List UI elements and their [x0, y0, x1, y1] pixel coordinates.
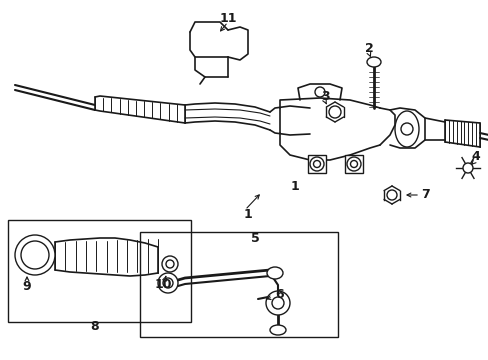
Circle shape — [314, 87, 325, 97]
Ellipse shape — [366, 57, 380, 67]
Ellipse shape — [269, 325, 285, 335]
Circle shape — [15, 235, 55, 275]
Bar — [345, 155, 362, 173]
Circle shape — [350, 161, 357, 167]
Bar — [307, 155, 325, 173]
Circle shape — [162, 256, 178, 272]
Ellipse shape — [266, 267, 283, 279]
Text: 8: 8 — [90, 320, 99, 333]
Text: 11: 11 — [219, 12, 236, 24]
Circle shape — [386, 190, 396, 200]
Ellipse shape — [394, 111, 418, 147]
Text: 7: 7 — [420, 189, 428, 202]
Circle shape — [165, 260, 174, 268]
Circle shape — [328, 106, 340, 118]
Circle shape — [313, 161, 320, 167]
Text: 2: 2 — [364, 41, 373, 54]
Circle shape — [163, 278, 173, 288]
Bar — [8, 220, 191, 322]
Circle shape — [462, 163, 472, 173]
Text: 9: 9 — [22, 280, 31, 293]
Text: 5: 5 — [250, 231, 259, 244]
Circle shape — [400, 123, 412, 135]
Bar — [140, 232, 337, 337]
Text: 3: 3 — [320, 90, 328, 103]
Circle shape — [346, 157, 360, 171]
Text: 10: 10 — [154, 278, 171, 291]
Text: 1: 1 — [243, 208, 252, 221]
Text: 4: 4 — [470, 150, 479, 163]
Circle shape — [158, 273, 178, 293]
Text: 1: 1 — [290, 180, 299, 193]
Circle shape — [271, 297, 284, 309]
Circle shape — [21, 241, 49, 269]
Circle shape — [265, 291, 289, 315]
Text: 6: 6 — [275, 288, 284, 302]
Circle shape — [309, 157, 324, 171]
